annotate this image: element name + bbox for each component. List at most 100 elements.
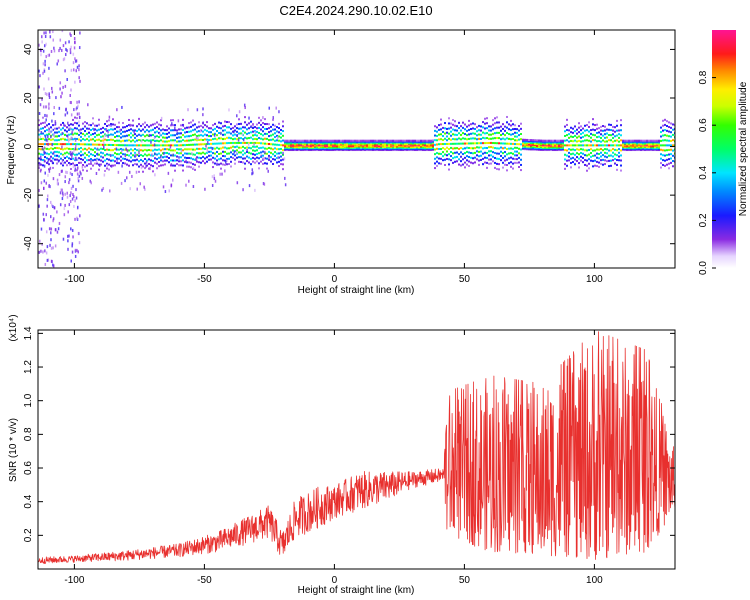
spectrogram-noise-cell (69, 162, 71, 166)
spectrogram-cell (478, 142, 480, 145)
spectrogram-cell (182, 154, 184, 157)
spectrogram-cell (466, 142, 468, 145)
spectrogram-cell (250, 120, 252, 123)
spectrogram-cell (228, 142, 230, 145)
spectrogram-noise-cell (66, 195, 69, 199)
spectrogram-noise-cell (40, 181, 43, 185)
spectrogram-cell (466, 125, 468, 128)
snr-frame (37, 329, 676, 570)
spectrogram-cell (82, 143, 84, 146)
spectrogram-cell (44, 156, 46, 159)
spectrogram-cell (566, 118, 568, 121)
spectrogram-cell (274, 132, 276, 135)
spectrogram-cell (70, 167, 72, 170)
spectrogram-cell (232, 130, 234, 133)
spectrogram-noise-cell (71, 250, 74, 254)
spectrogram-cell (462, 121, 464, 124)
spectrogram-cell (486, 151, 488, 154)
spectrogram-cell (566, 144, 568, 147)
spectrogram-cell (280, 147, 282, 150)
spectrogram-cell (620, 154, 622, 157)
spectrogram-noise-cell (128, 170, 131, 174)
spectrogram-cell (44, 138, 46, 141)
spectrogram-noise-cell (78, 241, 81, 245)
spectrogram-cell (132, 139, 134, 142)
spectrogram-cell (596, 123, 598, 126)
spectrogram-noise-cell (70, 259, 72, 263)
spectrogram-noise-cell (71, 130, 74, 134)
spectrogram-cell (582, 127, 584, 130)
spectrogram-cell (80, 154, 82, 157)
spectrogram-cell (252, 126, 254, 129)
spectrogram-cell (120, 144, 122, 147)
spectrogram-cell (108, 143, 110, 146)
spectrogram-cell (244, 116, 246, 119)
spectrogram-noise-cell (46, 114, 48, 118)
spectrogram-cell (492, 155, 494, 158)
spectrogram-cell (270, 160, 272, 163)
spectrogram-cell (324, 139, 326, 142)
spectrogram-cell (216, 125, 218, 128)
spectrogram-cell (470, 152, 472, 155)
spectrogram-cell (228, 152, 230, 155)
spectrogram-noise-cell (76, 172, 79, 176)
spectrogram-noise-cell (60, 169, 63, 173)
spectrogram-noise-cell (78, 112, 80, 116)
spectrogram-noise-cell (135, 170, 138, 174)
spectrogram-noise-cell (48, 66, 50, 70)
spectrogram-noise-cell (192, 185, 195, 189)
spectrogram-cell (602, 129, 604, 132)
spectrogram-noise-cell (284, 176, 286, 180)
spectrogram-noise-cell (46, 92, 48, 96)
spectrogram-cell (260, 119, 262, 122)
spectrogram-cell (84, 121, 86, 124)
spectrogram-cell (572, 148, 574, 151)
spectrogram-cell (584, 163, 586, 166)
spectrogram-cell (440, 157, 442, 160)
spectrogram-cell (178, 132, 180, 135)
spectrogram-cell (48, 153, 50, 156)
spectrogram-cell (188, 152, 190, 155)
spectrogram-noise-cell (62, 162, 65, 166)
spectrogram-cell (164, 129, 166, 132)
spectrogram-cell (572, 144, 574, 147)
spectrogram-cell (504, 159, 506, 162)
spectrogram-cell (660, 162, 662, 165)
spectrogram-cell (618, 148, 620, 151)
spectrogram-noise-cell (282, 151, 284, 155)
spectrogram-cell (172, 134, 174, 137)
spectrogram-noise-cell (81, 176, 84, 180)
spectrogram-cell (310, 139, 312, 142)
spectrogram-cell (282, 158, 284, 161)
spectrogram-noise-cell (52, 246, 54, 250)
spectrogram-cell (52, 143, 54, 146)
spectrogram-cell (244, 167, 246, 170)
spectrogram-cell (178, 128, 180, 131)
spectrogram-cell (184, 131, 186, 134)
spectrogram-cell (98, 133, 100, 136)
spectrogram-cell (520, 163, 522, 166)
spectrogram-cell (502, 147, 504, 150)
spectrogram-y-tick-label: 20 (23, 92, 34, 104)
spectrogram-cell (276, 148, 278, 151)
spectrogram-noise-cell (70, 45, 72, 49)
spectrogram-cell (660, 144, 662, 147)
spectrogram-cell (384, 139, 386, 142)
spectrogram-cell (660, 126, 662, 129)
spectrogram-cell (216, 155, 218, 158)
spectrogram-cell (246, 146, 248, 149)
spectrogram-cell (282, 144, 284, 147)
spectrogram-cell (500, 142, 502, 145)
spectrogram-cell (590, 136, 592, 139)
spectrogram-cell (262, 162, 264, 165)
spectrogram-cell (494, 142, 496, 145)
spectrogram-cell (320, 139, 322, 142)
spectrogram-cell (212, 152, 214, 155)
spectrogram-cell (262, 146, 264, 149)
spectrogram-noise-cell (54, 228, 57, 232)
spectrogram-cell (482, 147, 484, 150)
spectrogram-cell (470, 156, 472, 159)
spectrogram-cell (64, 161, 66, 164)
spectrogram-cell (520, 138, 522, 141)
spectrogram-cell (152, 144, 154, 147)
